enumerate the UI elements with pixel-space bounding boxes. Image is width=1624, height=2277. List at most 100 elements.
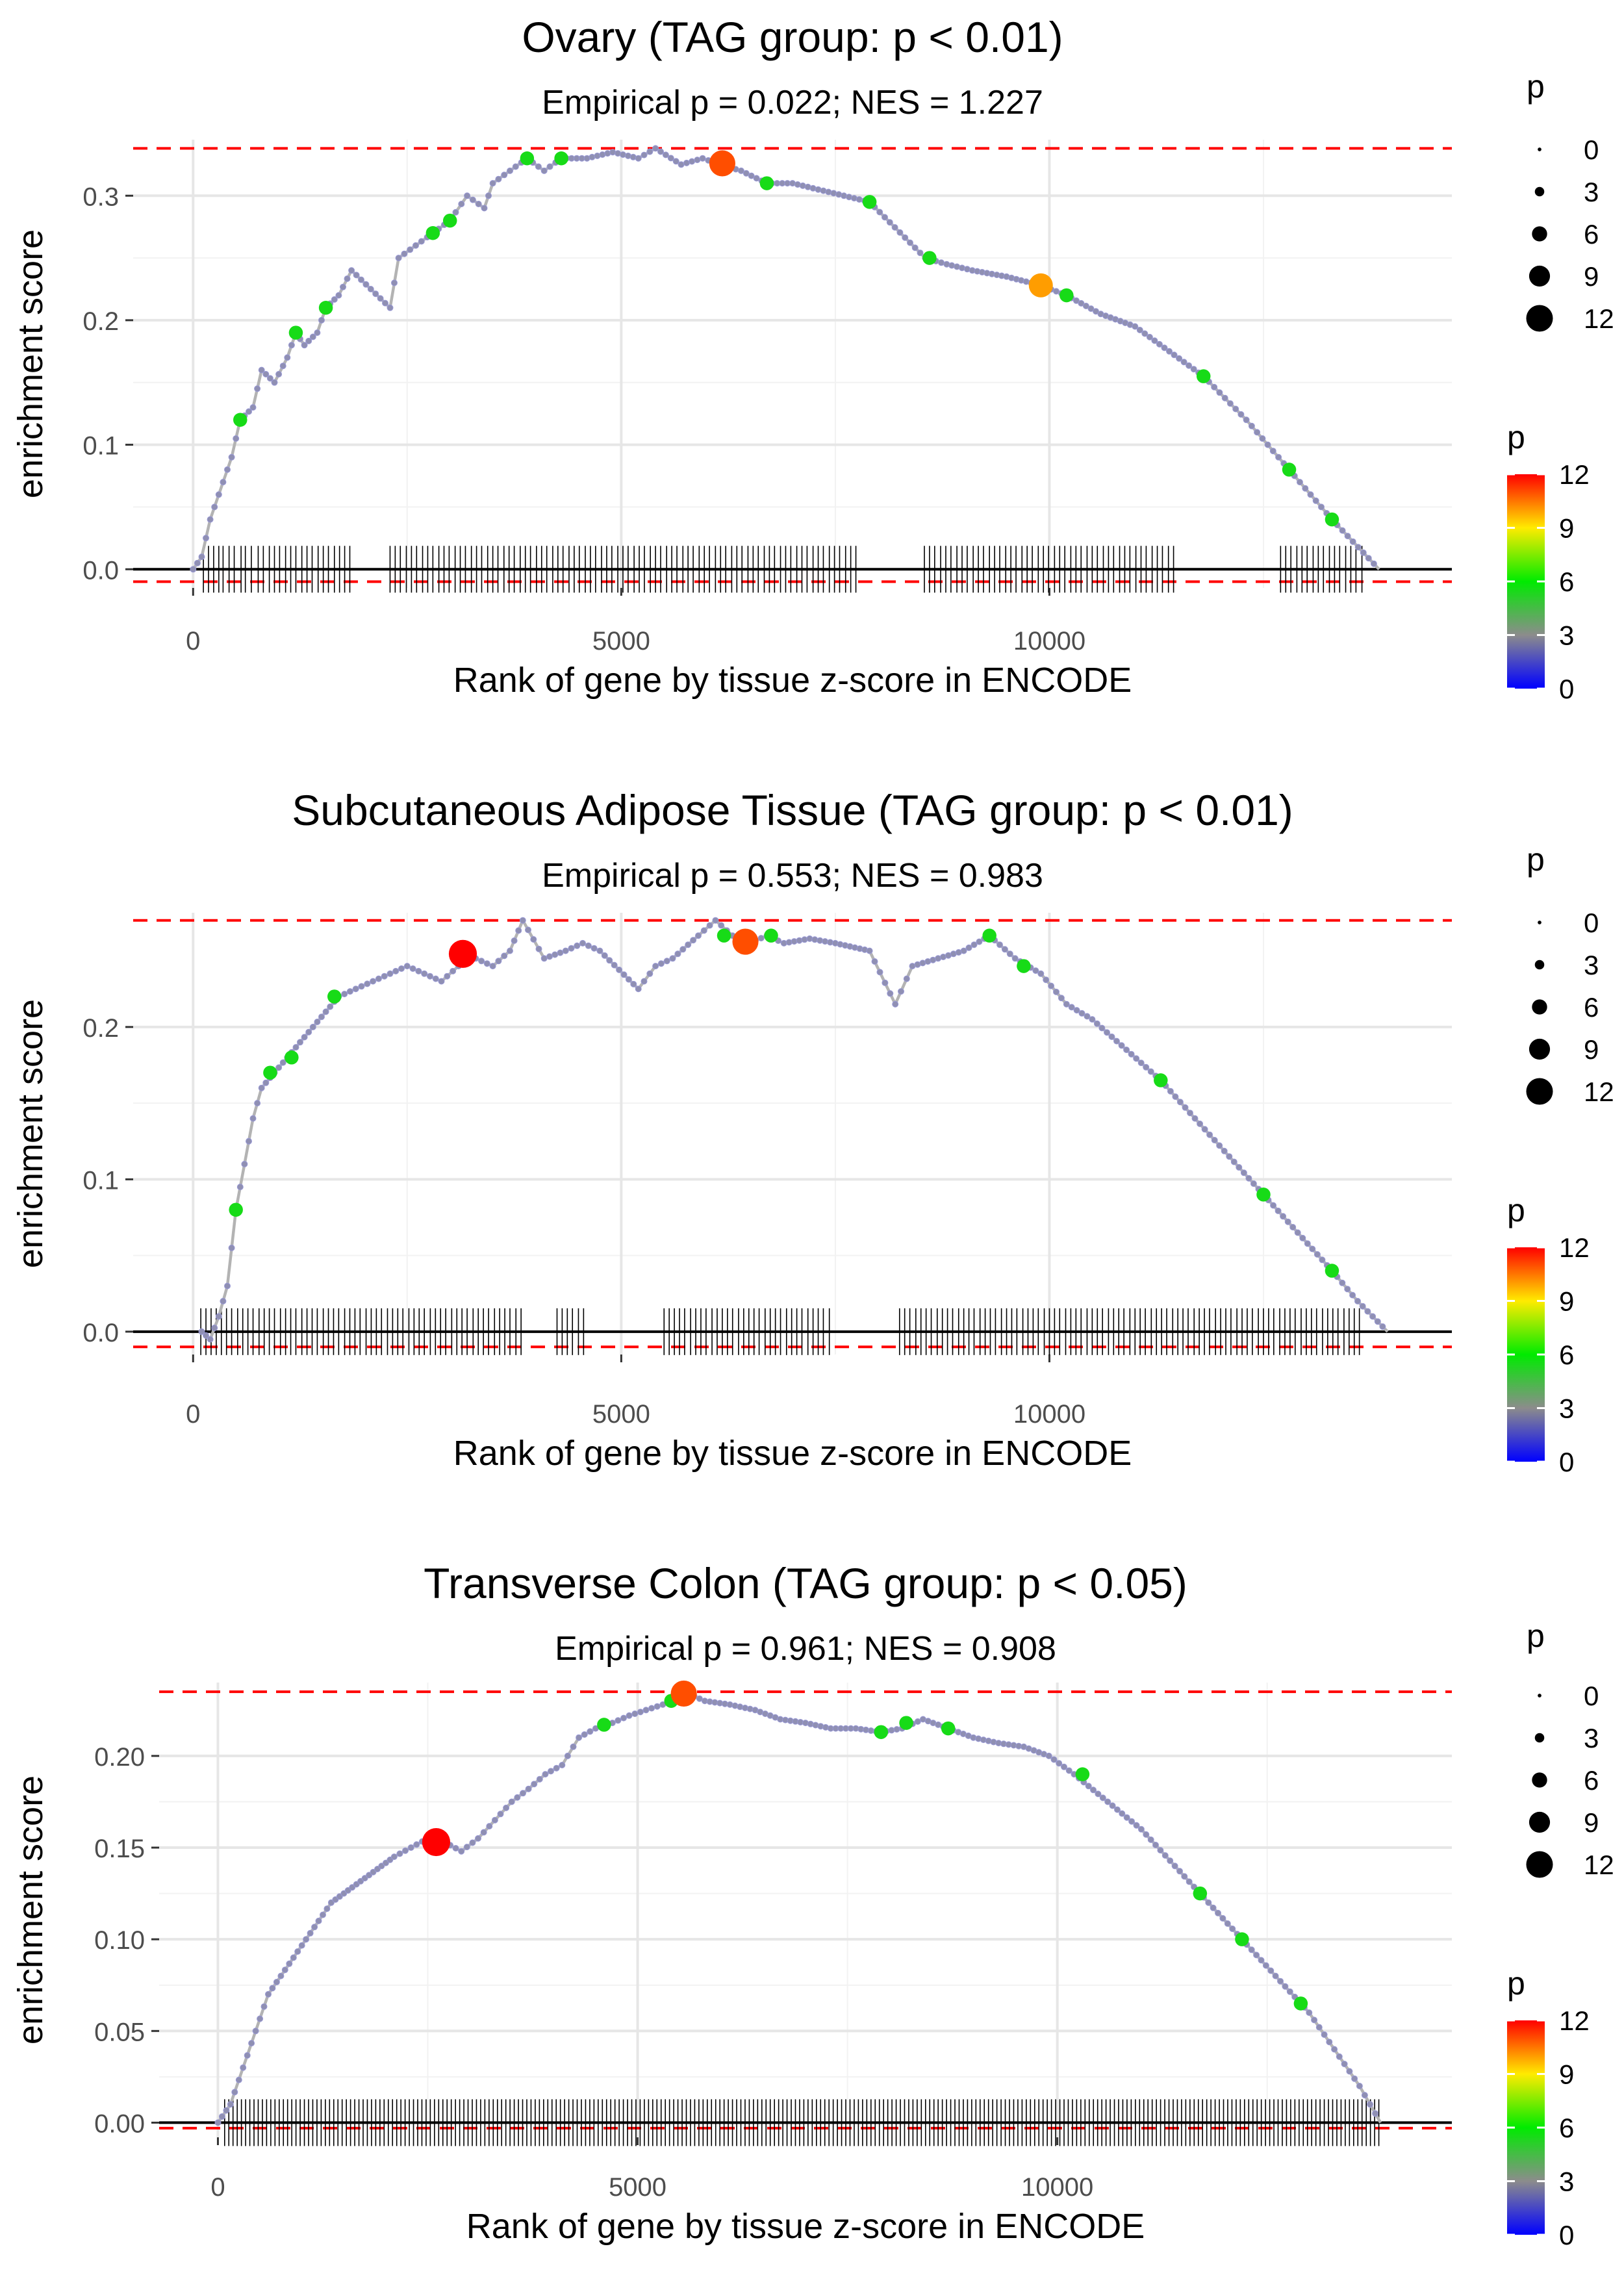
- gene-point: [284, 354, 291, 361]
- gene-point: [1226, 1153, 1233, 1160]
- gene-point: [1282, 1983, 1289, 1990]
- gene-point: [1215, 1909, 1221, 1916]
- gene-point: [1167, 1088, 1174, 1095]
- gene-point: [432, 975, 439, 982]
- gene-point: [564, 1752, 571, 1759]
- y-tick-label: 0.0: [82, 556, 119, 585]
- gene-point: [641, 978, 648, 985]
- gene-point: [1191, 1115, 1199, 1122]
- gene-point: [1372, 2110, 1379, 2117]
- gene-point: [1143, 1831, 1150, 1838]
- gene-point: [1157, 1847, 1164, 1854]
- gene-point-significant: [1193, 1886, 1208, 1901]
- gene-point: [512, 163, 519, 170]
- gene-point: [581, 1731, 588, 1738]
- gene-point: [546, 953, 553, 960]
- chart-title: Subcutaneous Adipose Tissue (TAG group: …: [292, 786, 1293, 834]
- gene-point: [353, 272, 360, 279]
- gene-point: [1032, 967, 1039, 974]
- gene-point: [387, 304, 394, 311]
- gene-point-significant: [327, 989, 342, 1004]
- gene-point: [576, 1734, 583, 1741]
- gene-point-significant: [1235, 1932, 1249, 1946]
- gene-point: [542, 1771, 549, 1778]
- gene-point: [1068, 1004, 1075, 1011]
- color-legend-label: 9: [1559, 2059, 1574, 2090]
- gene-point: [391, 279, 398, 286]
- x-tick-label: 0: [186, 1400, 200, 1429]
- gene-point-significant: [1017, 959, 1031, 973]
- gene-point: [1315, 2024, 1323, 2031]
- gene-point: [1078, 1010, 1085, 1017]
- size-legend-label: 3: [1584, 177, 1599, 207]
- gene-point: [589, 153, 596, 160]
- gene-point: [1072, 297, 1080, 304]
- size-legend-label: 3: [1584, 1723, 1599, 1753]
- gene-point: [1128, 1050, 1135, 1058]
- gene-point: [275, 371, 283, 377]
- gene-point: [552, 951, 559, 958]
- gene-point: [224, 466, 231, 473]
- size-legend-label: 0: [1584, 908, 1599, 938]
- gene-point-significant: [1325, 512, 1339, 527]
- gene-point: [1248, 1946, 1255, 1953]
- gene-point: [540, 955, 548, 962]
- gene-point: [1118, 1042, 1125, 1049]
- x-tick-label: 10000: [1013, 1400, 1085, 1429]
- gene-point: [559, 1762, 566, 1768]
- y-axis-label: enrichment score: [11, 229, 50, 498]
- gene-point: [898, 988, 904, 995]
- gene-point: [1250, 1180, 1257, 1187]
- y-axis-label: enrichment score: [11, 999, 50, 1268]
- gene-point: [536, 1775, 543, 1783]
- gene-point-significant: [717, 928, 731, 943]
- gene-point: [1136, 327, 1143, 333]
- x-tick-label: 5000: [609, 2173, 666, 2202]
- gene-point: [748, 172, 755, 179]
- gene-point: [1346, 2068, 1353, 2075]
- gene-point: [1243, 416, 1250, 424]
- chart-subtitle: Empirical p = 0.961; NES = 0.908: [555, 1630, 1056, 1668]
- gene-point: [1166, 348, 1173, 355]
- gene-point: [1001, 946, 1008, 953]
- gene-point-significant: [874, 1725, 889, 1739]
- gene-point: [215, 1313, 222, 1320]
- gene-point: [876, 969, 883, 976]
- gene-point: [1262, 1962, 1269, 1969]
- gene-point: [1123, 1814, 1130, 1821]
- gene-point: [796, 937, 803, 944]
- gene-point-significant: [318, 301, 333, 315]
- gene-point: [1063, 1000, 1070, 1008]
- gene-point: [1216, 389, 1223, 396]
- color-legend-label: 3: [1559, 1393, 1574, 1424]
- color-legend-title: p: [1507, 1965, 1525, 2002]
- gene-point: [483, 960, 490, 967]
- gene-point: [203, 535, 209, 542]
- gene-point: [1354, 1297, 1361, 1304]
- gene-point: [228, 1244, 235, 1251]
- gene-point: [290, 1954, 297, 1961]
- gene-point: [896, 229, 904, 236]
- gene-point: [1240, 1169, 1247, 1177]
- gene-point-significant: [922, 251, 937, 265]
- gene-point: [314, 329, 321, 337]
- y-axis-label: enrichment score: [11, 1775, 50, 2044]
- gene-point: [1267, 1967, 1275, 1974]
- gene-point: [469, 1839, 476, 1846]
- gene-point: [503, 1804, 510, 1811]
- gene-point: [917, 249, 924, 257]
- gene-point: [1119, 1810, 1126, 1817]
- size-legend-dot: [1526, 305, 1553, 332]
- gene-point-significant: [285, 1050, 299, 1065]
- gene-point: [1137, 1060, 1145, 1067]
- gene-point: [1297, 479, 1303, 486]
- gene-point: [1147, 1068, 1154, 1075]
- gene-point: [1253, 1952, 1260, 1959]
- gene-point: [548, 1768, 554, 1775]
- gene-point: [914, 1718, 921, 1725]
- gene-point: [1078, 299, 1085, 307]
- gene-point: [311, 1924, 318, 1931]
- gene-point: [309, 1023, 316, 1030]
- size-legend-dot: [1534, 186, 1545, 197]
- gene-point-significant: [941, 1721, 956, 1736]
